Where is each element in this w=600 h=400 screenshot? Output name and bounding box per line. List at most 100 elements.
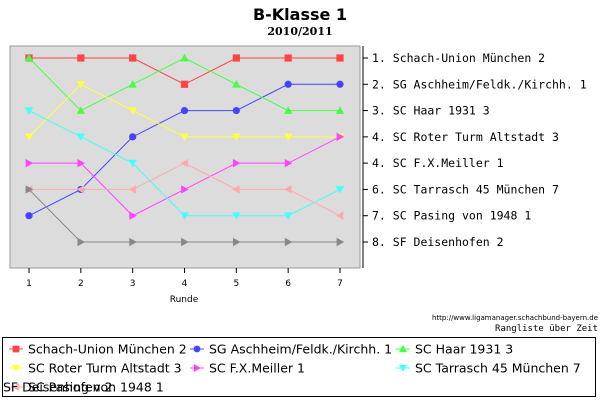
series-point bbox=[284, 237, 293, 247]
series-point bbox=[128, 185, 137, 194]
x-tick-label: 3 bbox=[130, 279, 136, 289]
series-point bbox=[284, 54, 292, 62]
series-point bbox=[232, 212, 241, 220]
rank-label: 6. SC Tarrasch 45 München 7 bbox=[372, 182, 559, 196]
legend-marker bbox=[193, 364, 201, 372]
series-point bbox=[180, 80, 189, 88]
rank-label: 7. SC Pasing von 1948 1 bbox=[372, 209, 531, 223]
series-point bbox=[232, 133, 241, 142]
series-point bbox=[181, 237, 189, 247]
x-tick-label: 2 bbox=[78, 279, 84, 289]
legend-item: SG Aschheim/Feldk./Kirchh. 1 bbox=[190, 342, 392, 357]
rank-label: 4. SC Roter Turm Altstadt 3 bbox=[372, 130, 559, 144]
series-layer bbox=[24, 53, 345, 247]
series-group bbox=[24, 53, 345, 114]
series-point bbox=[336, 54, 344, 62]
series-point bbox=[24, 107, 34, 115]
rank-label: 3. SC Haar 1931 3 bbox=[372, 104, 490, 118]
legend-label: Schach-Union München 2 bbox=[28, 342, 187, 357]
series-point bbox=[232, 54, 240, 62]
legend-label: SC Roter Turm Altstadt 3 bbox=[28, 361, 182, 376]
series-point bbox=[128, 80, 137, 88]
legend-label: SC Pasing von 1948 1 bbox=[28, 380, 164, 395]
series-group bbox=[24, 107, 345, 220]
series-point bbox=[25, 212, 33, 220]
series-point bbox=[336, 132, 345, 142]
legend-marker bbox=[12, 383, 20, 391]
x-tick-label: 6 bbox=[285, 279, 291, 289]
series-point bbox=[284, 80, 292, 88]
legend-item: SC Roter Turm Altstadt 3 bbox=[9, 361, 182, 376]
series-point bbox=[77, 237, 86, 247]
series-point bbox=[336, 237, 345, 247]
series-point bbox=[232, 106, 240, 115]
series-point bbox=[335, 211, 344, 220]
series-point bbox=[180, 53, 189, 62]
footer-url: http://www.ligamanager.schachbund-bayern… bbox=[432, 314, 598, 322]
legend-entries: Schach-Union München 2 SG Aschheim/Feldk.… bbox=[3, 342, 581, 395]
series-point bbox=[335, 186, 345, 194]
series-point bbox=[335, 106, 345, 114]
rank-label: 2. SG Aschheim/Feldk./Kirchh. 1 bbox=[372, 77, 587, 91]
legend-item: SC Haar 1931 3 bbox=[396, 342, 513, 357]
series-point bbox=[283, 106, 293, 114]
legend-item: SF Deisenhofen 2 bbox=[3, 380, 113, 395]
series-point bbox=[76, 106, 86, 114]
series-point bbox=[76, 133, 86, 142]
series-point bbox=[336, 80, 344, 88]
legend-item: SC Pasing von 1948 1 bbox=[9, 380, 164, 395]
series-point bbox=[77, 158, 86, 168]
series-point bbox=[24, 53, 34, 62]
x-tick-label: 1 bbox=[26, 279, 32, 289]
legend-item: SC Tarrasch 45 München 7 bbox=[396, 361, 581, 376]
series-point bbox=[232, 237, 241, 247]
chart-title: B-Klasse 1 bbox=[253, 5, 347, 24]
rank-label: 1. Schach-Union München 2 bbox=[372, 51, 545, 65]
plot-area bbox=[9, 45, 361, 269]
series-point bbox=[180, 106, 189, 115]
legend-item: SC F.X.Meiller 1 bbox=[190, 361, 305, 376]
series-group bbox=[25, 54, 344, 88]
series-point bbox=[180, 158, 188, 168]
legend-label: SC Haar 1931 3 bbox=[415, 342, 513, 357]
rank-axis: 1. Schach-Union München 2 2. SG Aschheim/… bbox=[362, 46, 587, 268]
series-group bbox=[24, 80, 345, 142]
legend-label: SC Tarrasch 45 München 7 bbox=[415, 361, 581, 376]
x-tick-label: 4 bbox=[182, 279, 188, 289]
legend-marker bbox=[193, 345, 201, 353]
rank-chart: B-Klasse 1 2010/2011 1 2 3 4 5 6 7 Runde 1. Sc… bbox=[9, 5, 598, 334]
series-point bbox=[283, 185, 292, 194]
series-group bbox=[25, 132, 345, 220]
series-point bbox=[77, 54, 85, 62]
footer-caption: Rangliste über Zeit bbox=[495, 324, 598, 334]
series-point bbox=[284, 158, 293, 168]
rank-label: 4. SC F.X.Meiller 1 bbox=[372, 156, 504, 170]
series-point bbox=[129, 54, 137, 62]
series-point bbox=[283, 212, 293, 220]
series-point bbox=[128, 107, 137, 115]
x-tick-label: 7 bbox=[337, 279, 343, 289]
series-point bbox=[24, 133, 34, 142]
series-point bbox=[129, 133, 137, 141]
series-point bbox=[181, 185, 189, 194]
series-point bbox=[128, 159, 137, 168]
series-point bbox=[25, 185, 34, 194]
series-point bbox=[25, 158, 34, 168]
series-point bbox=[129, 237, 137, 247]
series-point bbox=[232, 158, 241, 168]
series-group bbox=[25, 185, 345, 247]
legend: Schach-Union München 2 SG Aschheim/Feldk.… bbox=[2, 337, 596, 397]
series-point bbox=[76, 185, 85, 194]
x-axis: 1 2 3 4 5 6 7 bbox=[26, 268, 343, 289]
x-axis-label: Runde bbox=[170, 295, 199, 305]
legend-item: Schach-Union München 2 bbox=[9, 342, 187, 357]
series-point bbox=[232, 80, 241, 88]
legend-label: SF Deisenhofen 2 bbox=[3, 380, 113, 395]
series-point bbox=[232, 185, 240, 194]
series-point bbox=[180, 212, 189, 220]
legend-label: SG Aschheim/Feldk./Kirchh. 1 bbox=[209, 342, 392, 357]
rank-label: 8. SF Deisenhofen 2 bbox=[372, 235, 504, 249]
series-point bbox=[129, 211, 137, 220]
legend-marker bbox=[12, 364, 20, 372]
